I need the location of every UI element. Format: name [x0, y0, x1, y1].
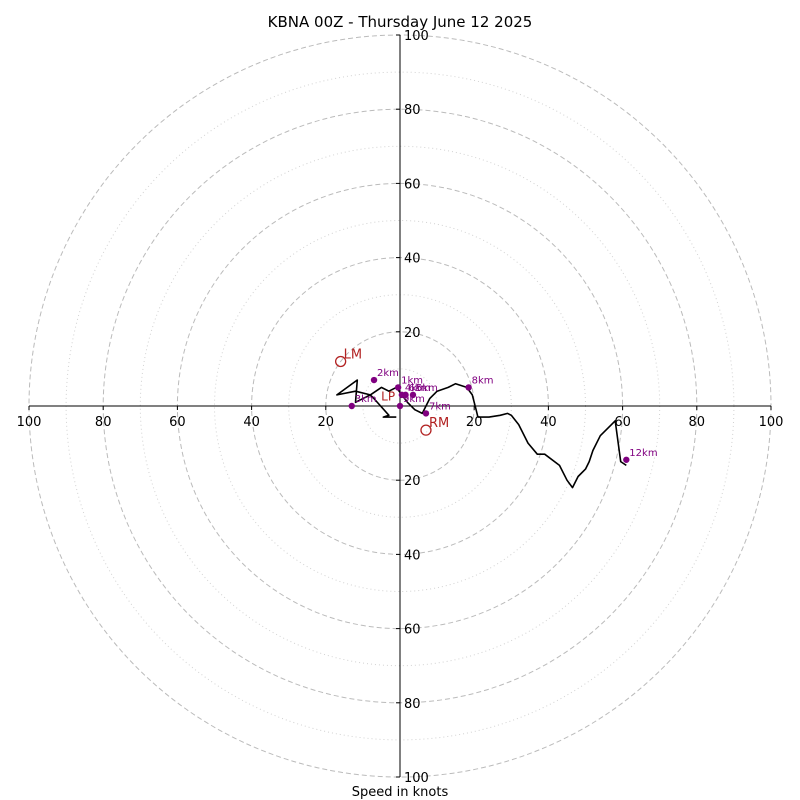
x-tick-label: 60 — [614, 415, 631, 430]
height-marker-label: 6km — [409, 383, 431, 394]
x-tick-label: 20 — [466, 415, 483, 430]
height-marker-point — [623, 456, 630, 463]
y-tick-labels: 100 80 60 40 20 20 40 60 80 100 — [396, 29, 429, 786]
storm-motion-marker — [420, 424, 432, 436]
x-tick-label: 100 — [759, 415, 784, 430]
x-tick-label: 40 — [243, 415, 260, 430]
height-marker-label: 7km — [429, 401, 451, 412]
x-axis-label: Speed in knots — [352, 785, 449, 800]
height-marker-point — [348, 402, 355, 410]
y-tick-label: 60 — [404, 177, 421, 192]
height-marker-point — [394, 384, 402, 391]
storm-motion-label: LM — [344, 347, 362, 362]
y-tick-label: 20 — [404, 474, 421, 489]
storm-motion-markers: LM RM LP — [334, 347, 449, 436]
y-tick-label: 100 — [404, 771, 429, 786]
chart-title: KBNA 00Z - Thursday June 12 2025 — [268, 13, 533, 31]
height-marker-point — [465, 384, 472, 391]
height-marker-label: 5km — [416, 383, 438, 394]
height-marker-point — [370, 376, 378, 384]
height-marker-label: 12km — [629, 448, 657, 459]
height-marker-label: 1km — [401, 375, 423, 386]
height-marker-label: 4km — [405, 383, 427, 394]
height-marker-point — [409, 391, 417, 399]
hodograph-line — [336, 379, 627, 489]
height-marker-label: 2km — [377, 368, 399, 379]
storm-motion-label: RM — [429, 416, 449, 431]
height-marker-label: 8km — [472, 375, 494, 386]
x-tick-label: 100 — [17, 415, 42, 430]
y-tick-label: 20 — [404, 326, 421, 341]
x-tick-label: 60 — [169, 415, 186, 430]
height-marker-point — [402, 391, 409, 399]
height-marker-label: 9km — [403, 394, 425, 405]
y-tick-label: 40 — [404, 548, 421, 563]
x-tick-label: 80 — [689, 415, 706, 430]
x-tick-label: 80 — [95, 415, 112, 430]
x-tick-labels: 100 80 60 40 20 20 40 60 80 100 — [17, 406, 784, 430]
height-marker-label: 3km — [355, 394, 377, 405]
y-tick-label: 100 — [404, 29, 429, 44]
y-tick-label: 80 — [404, 103, 421, 118]
storm-motion-marker — [334, 355, 347, 368]
y-tick-label: 40 — [404, 252, 421, 267]
height-marker-point — [396, 402, 404, 410]
height-marker-point — [422, 410, 430, 417]
lower-marker-label: LP — [381, 390, 395, 404]
y-tick-label: 60 — [404, 623, 421, 638]
x-tick-label: 20 — [318, 415, 335, 430]
x-tick-label: 40 — [540, 415, 557, 430]
y-tick-label: 80 — [404, 697, 421, 712]
